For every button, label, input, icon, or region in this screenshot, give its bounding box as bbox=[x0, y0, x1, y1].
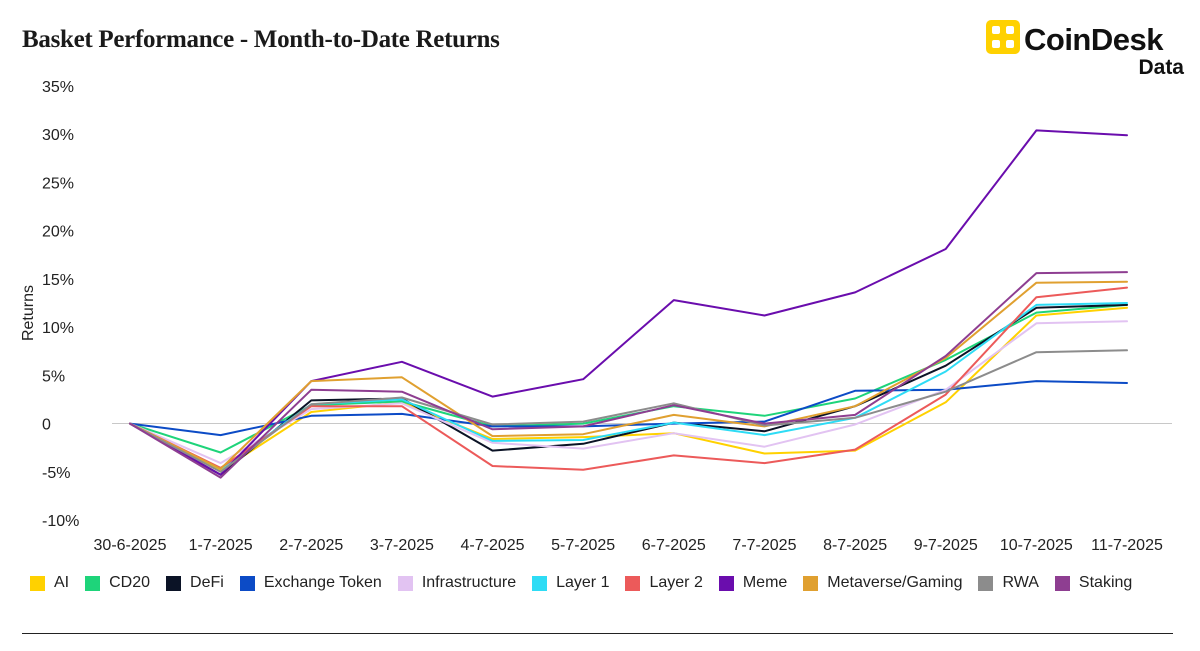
chart-title: Basket Performance - Month-to-Date Retur… bbox=[22, 26, 500, 53]
x-tick-label: 8-7-2025 bbox=[823, 537, 887, 554]
legend-label: Layer 2 bbox=[649, 574, 703, 591]
x-tick-label: 10-7-2025 bbox=[1000, 537, 1073, 554]
y-tick-label: 25% bbox=[42, 175, 74, 192]
x-tick-label: 30-6-2025 bbox=[94, 537, 167, 554]
line-chart: 35% 30% 25% 20% 15% 10% 5% 0 -5% -10% 30-6-2025 1-… bbox=[20, 79, 1172, 554]
y-axis-label: Returns bbox=[20, 285, 37, 341]
x-tick-label: 6-7-2025 bbox=[642, 537, 706, 554]
legend-swatch bbox=[532, 575, 548, 591]
legend-swatch bbox=[30, 575, 45, 591]
y-tick-label: 35% bbox=[42, 79, 74, 96]
x-tick-label: 1-7-2025 bbox=[189, 537, 253, 554]
legend-swatch bbox=[397, 575, 413, 591]
legend-swatch bbox=[1054, 575, 1070, 591]
legend-item-metaverse-gaming: Metaverse/Gaming bbox=[803, 574, 962, 592]
y-tick-label: 0 bbox=[42, 417, 51, 434]
legend-label: RWA bbox=[1002, 574, 1039, 591]
footer-divider bbox=[22, 633, 1173, 634]
legend-label: Metaverse/Gaming bbox=[827, 574, 963, 591]
legend-swatch bbox=[239, 575, 255, 591]
legend-item-exchange-token: Exchange Token bbox=[239, 574, 382, 592]
legend-item-cd20: CD20 bbox=[85, 574, 150, 592]
y-tick-label: 10% bbox=[42, 320, 74, 337]
y-tick-label: -10% bbox=[42, 513, 79, 530]
y-tick-label: 5% bbox=[42, 368, 65, 385]
legend-swatch bbox=[85, 575, 101, 591]
chart-legend: AI CD20 DeFi Exchange Token Infrastructure La… bbox=[30, 574, 1148, 592]
y-tick-label: 30% bbox=[42, 127, 74, 144]
legend-label: Meme bbox=[742, 574, 788, 591]
coindesk-logo-icon bbox=[986, 20, 1020, 54]
legend-label: Staking bbox=[1078, 574, 1133, 591]
y-tick-label: 15% bbox=[42, 272, 74, 289]
logo-brand-text: CoinDesk bbox=[1024, 22, 1163, 57]
legend-label: AI bbox=[54, 574, 70, 591]
y-tick-label: 20% bbox=[42, 224, 74, 241]
logo-sub-text: Data bbox=[1138, 56, 1184, 79]
x-tick-label: 3-7-2025 bbox=[370, 537, 434, 554]
legend-label: Layer 1 bbox=[556, 574, 610, 591]
legend-label: Infrastructure bbox=[421, 574, 517, 591]
x-tick-label: 7-7-2025 bbox=[732, 537, 796, 554]
coindesk-data-logo: CoinDesk Data bbox=[984, 18, 1184, 80]
x-tick-label: 11-7-2025 bbox=[1091, 537, 1163, 554]
series-line-defi bbox=[129, 303, 1128, 476]
x-tick-label: 2-7-2025 bbox=[279, 537, 343, 554]
legend-item-staking: Staking bbox=[1054, 574, 1133, 592]
legend-swatch bbox=[978, 575, 994, 591]
legend-label: DeFi bbox=[190, 574, 224, 591]
legend-item-infrastructure: Infrastructure bbox=[397, 574, 517, 592]
x-tick-label: 5-7-2025 bbox=[551, 537, 615, 554]
series-line-metaverse-gaming bbox=[129, 280, 1128, 470]
legend-item-layer-2: Layer 2 bbox=[625, 574, 703, 592]
legend-item-layer-1: Layer 1 bbox=[532, 574, 609, 592]
series-line-rwa bbox=[129, 349, 1128, 473]
x-tick-label: 4-7-2025 bbox=[461, 537, 525, 554]
legend-item-meme: Meme bbox=[718, 574, 788, 592]
legend-item-defi: DeFi bbox=[166, 574, 224, 592]
series-line-staking bbox=[129, 271, 1128, 479]
legend-item-ai: AI bbox=[30, 574, 69, 592]
legend-swatch bbox=[718, 575, 734, 591]
legend-item-rwa: RWA bbox=[978, 574, 1039, 592]
legend-swatch bbox=[625, 575, 641, 591]
legend-label: CD20 bbox=[109, 574, 151, 591]
legend-label: Exchange Token bbox=[263, 574, 382, 591]
x-tick-label: 9-7-2025 bbox=[914, 537, 978, 554]
legend-swatch bbox=[166, 575, 182, 591]
y-tick-label: -5% bbox=[42, 465, 70, 482]
legend-swatch bbox=[803, 575, 819, 591]
